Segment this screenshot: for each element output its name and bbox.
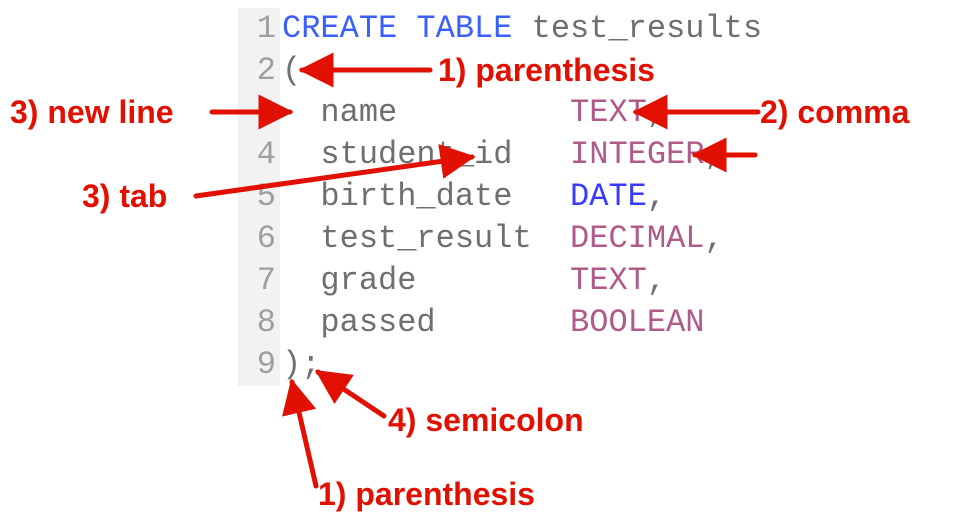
code-source: passed BOOLEAN [280, 302, 704, 344]
code-line: 3 name TEXT, [238, 92, 762, 134]
line-number: 3 [238, 92, 280, 134]
line-number: 9 [238, 344, 280, 386]
anno-tab: 3) tab [82, 178, 167, 215]
diagram-stage: 1CREATE TABLE test_results2(3 name TEXT,… [0, 0, 973, 519]
code-source: birth_date DATE, [280, 176, 666, 218]
code-source: student_id INTEGER, [280, 134, 724, 176]
line-number: 6 [238, 218, 280, 260]
line-number: 7 [238, 260, 280, 302]
code-source: test_result DECIMAL, [280, 218, 724, 260]
anno-paren2: 1) parenthesis [318, 476, 535, 513]
anno-newline: 3) new line [10, 94, 174, 131]
code-line: 4 student_id INTEGER, [238, 134, 762, 176]
line-number: 8 [238, 302, 280, 344]
line-number: 1 [238, 8, 280, 50]
code-source: CREATE TABLE test_results [280, 8, 762, 50]
anno-semicolon: 4) semicolon [388, 402, 584, 439]
code-source: ( [280, 50, 301, 92]
line-number: 2 [238, 50, 280, 92]
line-number: 4 [238, 134, 280, 176]
line-number: 5 [238, 176, 280, 218]
code-line: 8 passed BOOLEAN [238, 302, 762, 344]
code-line: 5 birth_date DATE, [238, 176, 762, 218]
anno-paren1: 1) parenthesis [438, 52, 655, 89]
anno-comma: 2) comma [760, 94, 909, 131]
code-line: 1CREATE TABLE test_results [238, 8, 762, 50]
code-line: 7 grade TEXT, [238, 260, 762, 302]
arrow [292, 382, 316, 486]
code-line: 9); [238, 344, 762, 386]
code-source: ); [280, 344, 320, 386]
code-source: grade TEXT, [280, 260, 666, 302]
code-line: 6 test_result DECIMAL, [238, 218, 762, 260]
code-source: name TEXT, [280, 92, 666, 134]
